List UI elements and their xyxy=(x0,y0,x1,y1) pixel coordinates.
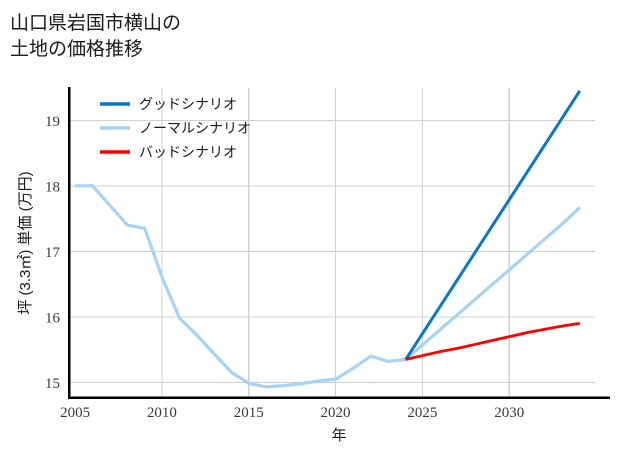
chart-title: 山口県岩国市横山の 土地の価格推移 xyxy=(10,13,182,60)
series-group xyxy=(75,90,582,389)
series-line-good xyxy=(404,90,582,361)
series-line-bad xyxy=(405,321,581,361)
x-tick-label-2005: 2005 xyxy=(60,405,90,421)
x-tick-label-2025: 2025 xyxy=(407,405,437,421)
y-tick-label-16: 16 xyxy=(45,311,61,327)
x-tick-label-2030: 2030 xyxy=(494,405,524,421)
x-tick-label-2010: 2010 xyxy=(147,405,177,421)
y-axis-title: 坪 (3.3㎡) 単価 (万円) xyxy=(17,171,34,314)
legend-label-bad[interactable]: バッドシナリオ xyxy=(139,146,237,161)
y-tick-label-15: 15 xyxy=(45,376,60,392)
x-axis-title: 年 xyxy=(331,427,346,444)
legend: グッドシナリオ ノーマルシナリオ バッドシナリオ xyxy=(100,97,251,161)
y-tick-labels: 19 18 17 16 15 xyxy=(45,114,61,392)
series-line-normal xyxy=(75,184,581,389)
y-gridlines xyxy=(68,119,595,383)
y-tick-label-19: 19 xyxy=(45,114,60,130)
legend-label-normal[interactable]: ノーマルシナリオ xyxy=(139,122,251,137)
x-tick-label-2015: 2015 xyxy=(234,405,264,421)
y-tick-label-18: 18 xyxy=(45,180,60,196)
y-tick-label-17: 17 xyxy=(45,245,61,261)
x-tick-labels: 2005 2010 2015 2020 2025 2030 xyxy=(60,405,524,421)
x-tick-label-2020: 2020 xyxy=(321,405,351,421)
x-gridlines xyxy=(161,88,510,398)
legend-label-good[interactable]: グッドシナリオ xyxy=(139,97,237,113)
